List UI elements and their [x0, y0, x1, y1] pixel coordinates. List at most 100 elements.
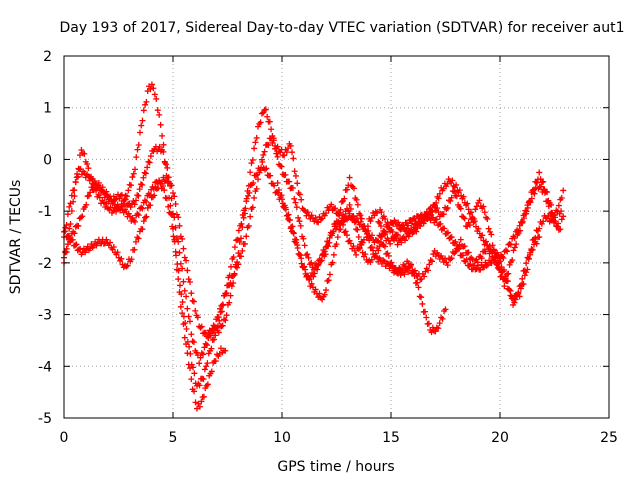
data-point-marker: [145, 158, 152, 165]
data-point-marker: [164, 174, 171, 181]
data-point-marker: [308, 259, 315, 266]
data-point-marker: [283, 212, 290, 219]
data-point-marker: [88, 173, 95, 180]
data-point-marker: [525, 255, 532, 262]
data-point-marker: [334, 234, 341, 241]
data-point-marker: [282, 171, 289, 178]
data-point-marker: [183, 293, 190, 300]
data-point-marker: [235, 261, 242, 268]
data-point-marker: [131, 201, 138, 208]
data-point-marker: [536, 234, 543, 240]
data-point-marker: [375, 247, 382, 254]
data-point-marker: [523, 260, 530, 267]
data-point-marker: [354, 215, 361, 222]
data-point-marker: [217, 305, 224, 312]
data-point-marker: [170, 190, 176, 197]
data-point-marker: [150, 85, 157, 92]
data-point-marker: [437, 220, 444, 227]
data-point-marker: [553, 207, 560, 214]
x-tick-label: 15: [382, 430, 400, 446]
data-point-marker: [249, 156, 256, 163]
data-point-marker: [264, 113, 271, 120]
data-point-marker: [141, 169, 148, 176]
data-point-marker: [218, 302, 225, 309]
data-point-marker: [144, 164, 151, 171]
data-point-marker: [405, 269, 412, 276]
data-point-marker: [377, 223, 384, 230]
data-point-marker: [173, 234, 180, 241]
data-point-marker: [416, 293, 423, 300]
data-point-marker: [444, 204, 451, 211]
data-point-marker: [338, 198, 345, 205]
data-point-marker: [184, 305, 191, 312]
data-point-marker: [243, 195, 250, 202]
data-point-marker: [191, 388, 198, 395]
y-tick-label: -2: [38, 256, 52, 272]
data-point-marker: [409, 229, 416, 236]
data-point-marker: [432, 328, 439, 335]
data-point-marker: [346, 201, 353, 208]
data-point-marker: [343, 186, 350, 193]
data-point-marker: [136, 129, 143, 136]
data-point-marker: [381, 243, 388, 250]
data-point-marker: [138, 204, 145, 211]
data-point-marker: [258, 156, 265, 163]
data-point-marker: [176, 249, 183, 256]
data-point-marker: [474, 259, 481, 266]
data-point-marker: [374, 209, 381, 216]
data-point-marker: [142, 214, 149, 221]
data-point-marker: [258, 110, 265, 117]
data-point-marker: [298, 255, 305, 262]
data-point-marker: [385, 252, 392, 259]
data-point-marker: [182, 320, 189, 326]
data-point-marker: [506, 286, 513, 293]
data-point-marker: [180, 313, 187, 320]
data-point-marker: [235, 250, 242, 257]
data-point-marker: [178, 291, 185, 298]
data-point-marker: [266, 118, 273, 125]
data-point-marker: [187, 350, 194, 357]
data-point-marker: [183, 325, 190, 332]
data-point-marker: [555, 202, 562, 209]
data-point-marker: [560, 213, 567, 220]
data-point-marker: [181, 334, 188, 341]
data-point-marker: [332, 205, 339, 212]
data-point-marker: [431, 204, 438, 211]
data-point-marker: [516, 293, 523, 300]
data-point-marker: [299, 263, 306, 270]
data-point-marker: [197, 354, 204, 361]
data-point-marker: [304, 209, 311, 216]
data-point-marker: [73, 241, 80, 248]
data-point-marker: [550, 217, 557, 224]
data-point-marker: [338, 217, 345, 224]
data-point-marker: [133, 154, 140, 161]
data-point-marker: [157, 121, 164, 128]
data-point-marker: [507, 241, 514, 248]
data-point-marker: [222, 317, 229, 324]
data-point-marker: [315, 261, 322, 268]
data-point-marker: [146, 159, 153, 166]
data-point-marker: [187, 365, 194, 372]
data-point-marker: [363, 228, 370, 235]
data-point-marker: [151, 192, 158, 199]
data-point-marker: [346, 174, 353, 181]
data-point-marker: [511, 299, 518, 306]
data-point-marker: [308, 280, 315, 287]
data-point-marker: [557, 226, 564, 233]
data-point-marker: [350, 243, 357, 250]
data-point-marker: [323, 287, 330, 294]
data-point-marker: [292, 199, 299, 206]
data-point-marker: [63, 248, 70, 255]
data-point-marker: [249, 204, 256, 211]
data-point-marker: [466, 222, 473, 229]
data-point-marker: [208, 368, 215, 375]
data-point-marker: [183, 257, 190, 264]
data-point-marker: [532, 234, 539, 241]
data-point-marker: [420, 220, 427, 227]
data-point-marker: [300, 235, 307, 242]
data-point-marker: [170, 233, 177, 240]
data-point-marker: [511, 244, 518, 251]
data-point-marker: [341, 213, 348, 220]
data-point-marker: [317, 257, 324, 264]
data-point-marker: [439, 315, 446, 322]
